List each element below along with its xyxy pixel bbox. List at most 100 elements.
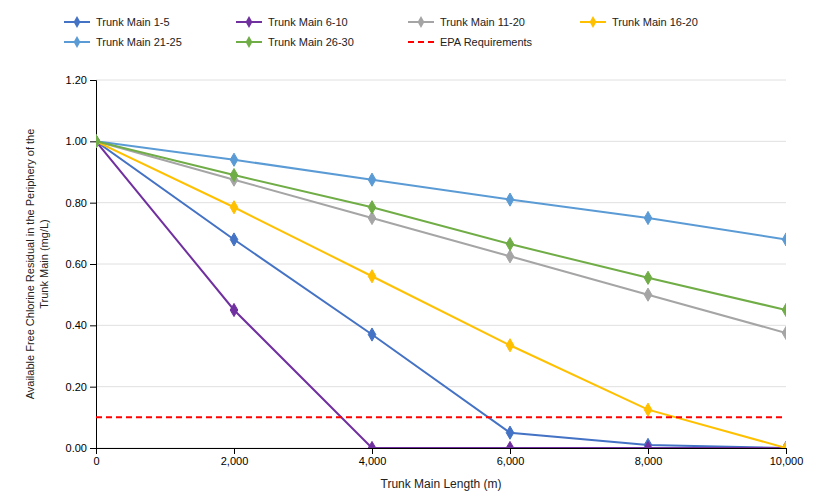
legend-label: Trunk Main 1-5	[96, 16, 170, 28]
tick-label: 2,000	[221, 455, 249, 467]
tick-label: 0	[93, 455, 99, 467]
marker	[368, 441, 376, 448]
tick: 1.20	[66, 74, 96, 86]
tick-mark	[90, 325, 96, 326]
tick: 0.00	[66, 442, 96, 454]
tick-label: 0.60	[66, 258, 87, 270]
marker	[230, 168, 238, 181]
axis-line	[90, 81, 97, 449]
tick-label: 10,000	[770, 455, 804, 467]
y-axis-title: Available Free Chlorine Residual in the …	[24, 129, 50, 400]
marker	[782, 441, 786, 448]
marker	[230, 201, 238, 214]
tick-mark	[372, 448, 373, 454]
reference-line	[96, 416, 786, 418]
tick-label: 1.20	[66, 74, 87, 86]
tick: 8,000	[635, 448, 663, 467]
tick-mark	[648, 448, 649, 454]
grid-line	[96, 141, 786, 142]
legend-label: EPA Requirements	[440, 36, 533, 48]
grid-line	[96, 325, 786, 326]
tick-mark	[90, 80, 96, 81]
legend: Trunk Main 1-5 Trunk Main 6-10 Trunk Main …	[64, 16, 698, 48]
plot: 02,0004,0006,0008,00010,0000.000.200.400…	[24, 74, 803, 491]
marker	[368, 173, 376, 186]
tick-mark	[90, 203, 96, 204]
grid	[96, 80, 786, 448]
marker	[644, 211, 652, 224]
tick: 2,000	[221, 448, 249, 467]
tick-label: 0.40	[66, 319, 87, 331]
marker	[506, 250, 514, 263]
marker	[782, 233, 786, 246]
grid-line	[96, 80, 786, 81]
x-axis: 0 2,000 4,000 6,000 8,000 10,000	[93, 448, 803, 467]
marker	[368, 201, 376, 214]
tick-mark	[786, 448, 787, 454]
tick: 4,000	[359, 448, 387, 467]
tick: 6,000	[497, 448, 525, 467]
marker	[230, 233, 238, 246]
tick-label: 0.00	[66, 442, 87, 454]
marker	[230, 303, 238, 316]
marker	[96, 135, 100, 148]
tick: 0.20	[66, 381, 96, 393]
marker	[782, 303, 786, 316]
marks	[96, 135, 786, 448]
legend-label: Trunk Main 11-20	[440, 16, 525, 28]
legend-item: Trunk Main 21-25	[64, 36, 182, 48]
legend-item: Trunk Main 6-10	[236, 16, 348, 28]
tick: 0.40	[66, 319, 96, 331]
marker	[506, 339, 514, 352]
tick: 0	[93, 448, 99, 467]
tick-label: 0.20	[66, 381, 87, 393]
tick: 1.00	[66, 135, 96, 147]
marker	[506, 426, 514, 439]
legend-item: Trunk Main 11-20	[408, 16, 525, 28]
tick-mark	[90, 448, 96, 449]
marker	[506, 193, 514, 206]
marker	[506, 237, 514, 250]
marker	[506, 441, 514, 448]
marker	[644, 441, 652, 448]
grid-line	[96, 202, 786, 203]
legend-marker	[246, 36, 253, 48]
series-line	[96, 141, 786, 448]
legend-marker	[590, 16, 597, 28]
marker	[96, 135, 100, 148]
tick: 0.80	[66, 197, 96, 209]
tick-mark	[510, 448, 511, 454]
tick-label: 4,000	[359, 455, 387, 467]
marker	[782, 326, 786, 339]
legend-item: Trunk Main 1-5	[64, 16, 170, 28]
y-axis: 0.00 0.20 0.40 0.60 0.80 1.00 1.20	[66, 74, 97, 454]
marker	[96, 135, 100, 148]
series-line	[96, 141, 786, 448]
marker	[644, 271, 652, 284]
series-line	[96, 141, 786, 448]
tick-label: 1.00	[66, 135, 87, 147]
tick-label: 0.80	[66, 197, 87, 209]
tick-label: 8,000	[635, 455, 663, 467]
series-line	[96, 141, 786, 333]
legend-marker	[74, 16, 81, 28]
legend-item: Trunk Main 26-30	[236, 36, 354, 48]
legend-item: Trunk Main 16-20	[580, 16, 698, 28]
marker	[782, 441, 786, 448]
legend-marker	[74, 36, 81, 48]
x-axis-title: Trunk Main Length (m)	[381, 477, 502, 491]
marker	[368, 270, 376, 283]
tick-mark	[234, 448, 235, 454]
marker	[644, 288, 652, 301]
axis-line	[97, 449, 787, 455]
tick-mark	[90, 141, 96, 142]
marker	[96, 135, 100, 148]
marker	[368, 328, 376, 341]
grid-line	[96, 386, 786, 387]
chart: 02,0004,0006,0008,00010,0000.000.200.400…	[0, 0, 816, 498]
legend-label: Trunk Main 26-30	[268, 36, 354, 48]
legend-label: Trunk Main 6-10	[268, 16, 348, 28]
tick-mark	[90, 387, 96, 388]
tick-label: 6,000	[497, 455, 525, 467]
legend-marker	[418, 16, 425, 28]
